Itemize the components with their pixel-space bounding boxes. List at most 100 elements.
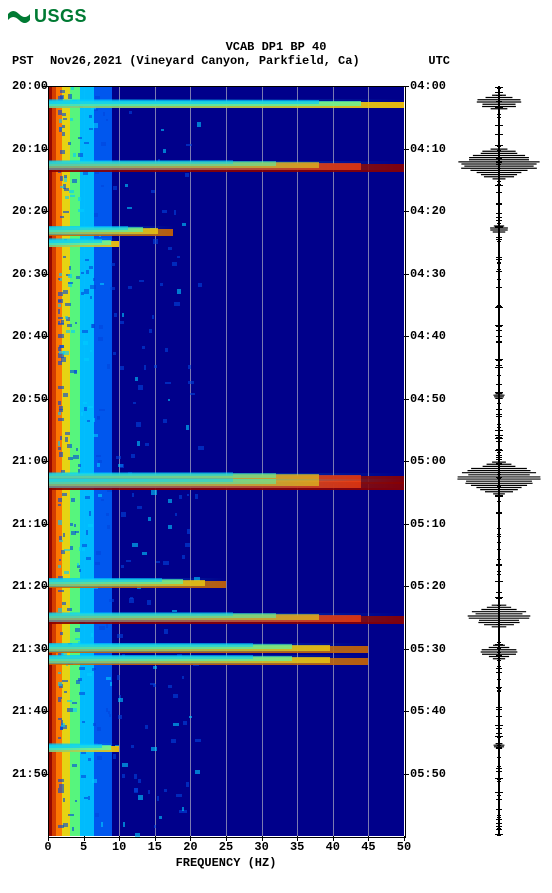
y-tick-label-utc: 04:20: [410, 204, 446, 218]
seismogram-noise: [495, 438, 503, 439]
speckle: [117, 634, 123, 639]
speckle: [61, 357, 66, 362]
seismogram-noise: [497, 375, 502, 376]
speckle: [113, 186, 117, 190]
speckle: [110, 287, 115, 290]
speckle: [87, 673, 92, 677]
x-tick-label: 5: [80, 840, 87, 854]
event-band-tail: [48, 578, 226, 587]
speckle: [68, 94, 72, 98]
x-tick-label: 50: [397, 840, 411, 854]
speckle: [118, 698, 123, 702]
seismogram-noise: [497, 403, 502, 404]
speckle: [132, 543, 138, 547]
seismogram-noise: [495, 495, 503, 496]
y-tick-label-utc: 04:30: [410, 267, 446, 281]
seismogram-noise: [496, 365, 501, 366]
seismogram-noise: [497, 549, 502, 550]
seismogram-noise: [497, 688, 500, 689]
seismogram-noise: [495, 367, 502, 368]
speckle: [138, 385, 142, 390]
seismogram-noise: [497, 478, 501, 479]
speckle: [58, 498, 62, 502]
seismogram-noise: [496, 477, 503, 478]
y-tick-label-pst: 20:20: [8, 204, 48, 218]
speckle: [131, 745, 133, 748]
speckle: [58, 317, 63, 319]
speckle: [76, 448, 79, 451]
speckle: [58, 386, 63, 389]
seismogram-noise: [496, 336, 502, 337]
seismogram-noise: [498, 144, 500, 145]
seismogram-noise: [497, 781, 501, 782]
seismogram-noise: [498, 737, 500, 738]
speckle: [62, 680, 67, 682]
speckle: [86, 270, 89, 273]
speckle: [78, 197, 81, 200]
seismogram-noise: [495, 125, 503, 126]
speckle: [59, 351, 65, 353]
seismogram-noise: [497, 168, 502, 169]
speckle: [127, 207, 132, 209]
seismogram-noise: [496, 306, 502, 307]
speckle: [67, 708, 73, 713]
speckle: [182, 555, 185, 558]
speckle: [63, 290, 68, 295]
seismogram-noise: [495, 644, 503, 645]
speckle: [164, 629, 168, 634]
y-tick-label-pst: 20:00: [8, 79, 48, 93]
speckle: [58, 304, 61, 307]
speckle: [116, 456, 121, 460]
speckle: [63, 798, 65, 802]
seismogram-noise: [497, 501, 502, 502]
speckle: [60, 186, 64, 188]
seismogram-noise: [497, 559, 502, 560]
gridline: [368, 86, 369, 836]
speckle: [113, 352, 115, 355]
speckle: [101, 185, 104, 188]
gridline: [262, 86, 263, 836]
speckle: [64, 175, 67, 177]
speckle: [60, 727, 63, 730]
x-tick-label: 10: [112, 840, 126, 854]
speckle: [91, 633, 93, 637]
speckle: [58, 309, 60, 314]
speckle: [71, 330, 76, 333]
seismogram-noise: [497, 424, 500, 425]
speckle: [67, 700, 71, 702]
speckle: [151, 490, 157, 495]
seismogram-noise: [495, 134, 503, 135]
y-tick-mark-right: [404, 86, 409, 87]
speckle: [71, 498, 76, 502]
speckle: [135, 833, 140, 837]
speckle: [58, 321, 60, 324]
speckle: [122, 313, 124, 317]
speckle: [92, 779, 97, 784]
speckle: [117, 675, 120, 680]
seismogram-noise: [496, 747, 502, 748]
seismogram-noise: [497, 452, 501, 453]
speckle: [88, 758, 91, 761]
seismogram-trace: [454, 86, 544, 836]
x-tick-label: 35: [290, 840, 304, 854]
speckle: [120, 464, 124, 468]
speckle: [58, 672, 61, 674]
speckle: [89, 115, 93, 119]
x-tick-label: 20: [183, 840, 197, 854]
speckle: [147, 600, 152, 605]
speckle: [168, 525, 172, 529]
speckle: [68, 274, 72, 277]
gridline: [190, 86, 191, 836]
speckle: [63, 118, 67, 120]
speckle: [121, 512, 126, 516]
seismogram-noise: [495, 392, 502, 393]
seismogram-noise: [498, 179, 500, 180]
seismogram-noise: [496, 437, 502, 438]
y-tick-label-pst: 21:40: [8, 704, 48, 718]
seismogram-noise: [498, 561, 501, 562]
seismogram-noise: [497, 757, 501, 758]
speckle: [78, 678, 81, 681]
speckle: [79, 667, 84, 670]
seismogram-noise: [497, 815, 501, 816]
seismogram-noise: [497, 181, 502, 182]
